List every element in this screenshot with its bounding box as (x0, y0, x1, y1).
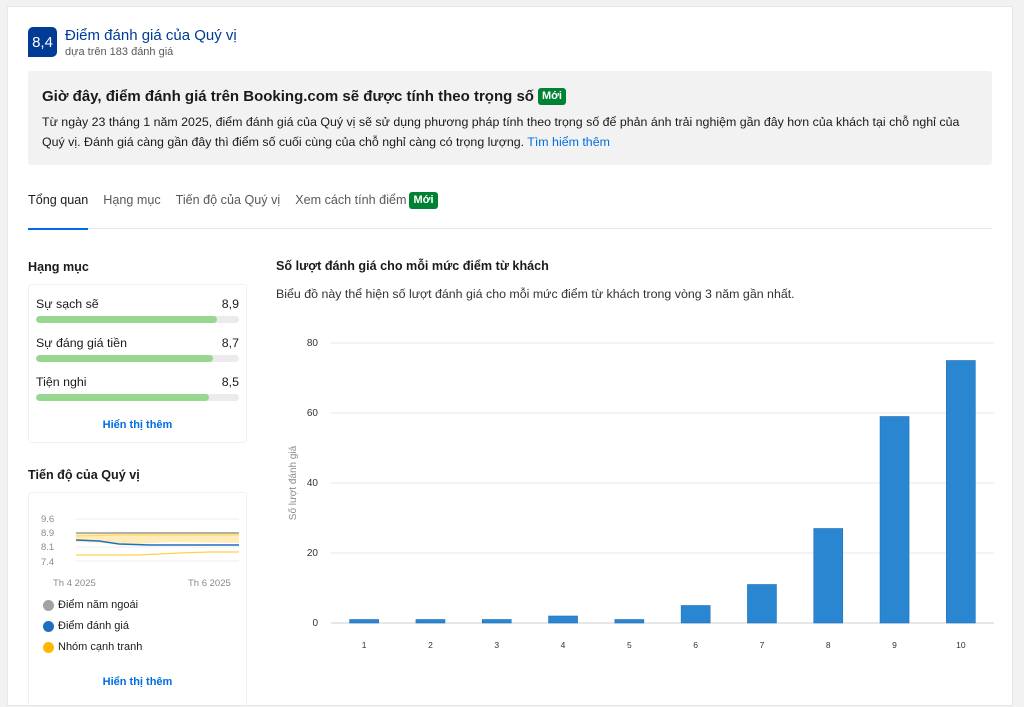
y-tick-label: 0 (312, 618, 318, 629)
x-tick-label: 6 (693, 640, 698, 650)
mini-y-tick: 9.6 (41, 514, 54, 525)
bar-7[interactable] (747, 584, 777, 624)
chart-description: Biểu đồ này thể hiện số lượt đánh giá ch… (276, 287, 795, 301)
mini-x-tick: Th 6 2025 (188, 578, 231, 589)
mini-y-tick: 7.4 (41, 557, 54, 568)
legend-label: Nhóm cạnh tranh (58, 641, 143, 653)
show-more-categories-button[interactable]: Hiển thị thêm (102, 419, 173, 431)
yellow-dot-icon (43, 641, 54, 653)
x-tick-label: 4 (561, 640, 566, 650)
bar-10[interactable] (946, 360, 976, 624)
category-bar (36, 355, 239, 362)
category-row: Sự đáng giá tiền 8,7 (29, 336, 246, 362)
score-subtitle: dựa trên 183 đánh giá (65, 46, 174, 58)
mini-x-tick: Th 4 2025 (53, 578, 96, 589)
category-label: Sự sạch sẽ (36, 297, 99, 311)
category-value: 8,9 (221, 297, 239, 311)
x-tick-label: 8 (826, 640, 831, 650)
tab-score-calculation[interactable]: Xem cách tính điểm Mới (295, 192, 438, 229)
x-tick-label: 9 (892, 640, 897, 650)
mini-y-tick: 8.1 (41, 542, 54, 553)
legend-label: Điểm đánh giá (58, 620, 129, 632)
competitor-line (75, 534, 239, 537)
category-bar-fill (36, 316, 217, 323)
x-tick-label: 2 (428, 640, 433, 650)
mini-y-tick: 8.9 (41, 528, 54, 539)
y-tick-label: 80 (307, 338, 319, 349)
tab-label: Hạng mục (103, 193, 161, 207)
score-title: Điểm đánh giá của Quý vị (65, 27, 237, 44)
tab-overview[interactable]: Tổng quan (28, 193, 89, 230)
tab-label: Tổng quan (28, 193, 89, 207)
x-tick-label: 7 (760, 640, 765, 650)
category-bar (36, 394, 239, 401)
y-tick-label: 20 (307, 548, 319, 559)
bar-1[interactable] (349, 619, 379, 624)
notice-body: Từ ngày 23 tháng 1 năm 2025, điểm đánh g… (42, 115, 960, 149)
tab-label: Xem cách tính điểm (295, 193, 407, 207)
legend-score: Điểm đánh giá (43, 620, 142, 632)
x-tick-label: 3 (494, 640, 499, 650)
score-distribution-chart: Số lượt đánh giá 0 20 40 60 80 1 2 3 4 5 6 7 8 9 10 (287, 338, 994, 650)
new-badge: Mới (537, 88, 566, 105)
learn-more-link[interactable]: Tìm hiểm thêm (527, 135, 610, 149)
bar-9[interactable] (879, 416, 910, 624)
bar-3[interactable] (481, 619, 512, 624)
blue-dot-icon (43, 620, 54, 632)
category-label: Tiện nghi (36, 375, 87, 389)
progress-title: Tiến độ của Quý vị (28, 468, 140, 482)
legend-competitors: Nhóm cạnh tranh (43, 641, 142, 653)
show-more-progress-button[interactable]: Hiển thị thêm (102, 676, 173, 688)
chart-title: Số lượt đánh giá cho mỗi mức điểm từ khá… (276, 259, 549, 273)
x-tick-label: 5 (627, 640, 632, 650)
score-badge: 8,4 (28, 27, 57, 57)
bar-2[interactable] (415, 619, 446, 624)
bar-8[interactable] (813, 528, 844, 624)
bar-5[interactable] (614, 619, 645, 624)
score-header: 8,4 Điểm đánh giá của Quý vị dựa trên 18… (28, 27, 237, 58)
category-row: Tiện nghi 8,5 (29, 375, 246, 401)
competitor-band (76, 532, 239, 544)
y-axis-label: Số lượt đánh giá (287, 445, 299, 520)
category-row: Sự sạch sẽ 8,9 (29, 297, 246, 323)
category-value: 8,7 (221, 336, 239, 350)
category-bar (36, 316, 239, 323)
category-value: 8,5 (221, 375, 239, 389)
bar-4[interactable] (548, 615, 578, 624)
y-tick-label: 40 (307, 478, 319, 489)
categories-title: Hạng mục (28, 260, 89, 274)
legend-label: Điểm năm ngoái (58, 599, 139, 611)
progress-panel: 9.6 8.9 8.1 7.4 Th 4 2025 Th 6 2025 Điểm… (28, 492, 247, 707)
new-badge: Mới (409, 192, 438, 209)
weighted-score-notice: Giờ đây, điểm đánh giá trên Booking.com … (28, 71, 992, 165)
notice-title: Giờ đây, điểm đánh giá trên Booking.com … (42, 88, 534, 105)
x-tick-label: 1 (362, 640, 367, 650)
progress-mini-chart: 9.6 8.9 8.1 7.4 Th 4 2025 Th 6 2025 (41, 514, 239, 589)
tab-progress[interactable]: Tiến độ của Quý vị (176, 193, 281, 229)
tab-bar: Tổng quan Hạng mục Tiến độ của Quý vị Xe… (28, 192, 992, 230)
categories-panel: Sự sạch sẽ 8,9 Sự đáng giá tiền 8,7 Tiện n… (28, 284, 247, 443)
bar-6[interactable] (680, 605, 711, 624)
legend-last-year: Điểm năm ngoái (43, 599, 142, 611)
tab-label: Tiến độ của Quý vị (175, 193, 281, 207)
y-tick-label: 60 (307, 408, 319, 419)
competitor-lower-line (76, 551, 239, 556)
category-label: Sự đáng giá tiền (36, 336, 127, 350)
score-line (75, 539, 239, 546)
category-bar-fill (36, 355, 213, 362)
x-tick-label: 10 (956, 640, 966, 650)
category-bar-fill (36, 394, 209, 401)
review-score-card: 8,4 Điểm đánh giá của Quý vị dựa trên 18… (7, 6, 1013, 707)
tab-categories[interactable]: Hạng mục (103, 193, 160, 229)
gray-dot-icon (43, 599, 54, 611)
